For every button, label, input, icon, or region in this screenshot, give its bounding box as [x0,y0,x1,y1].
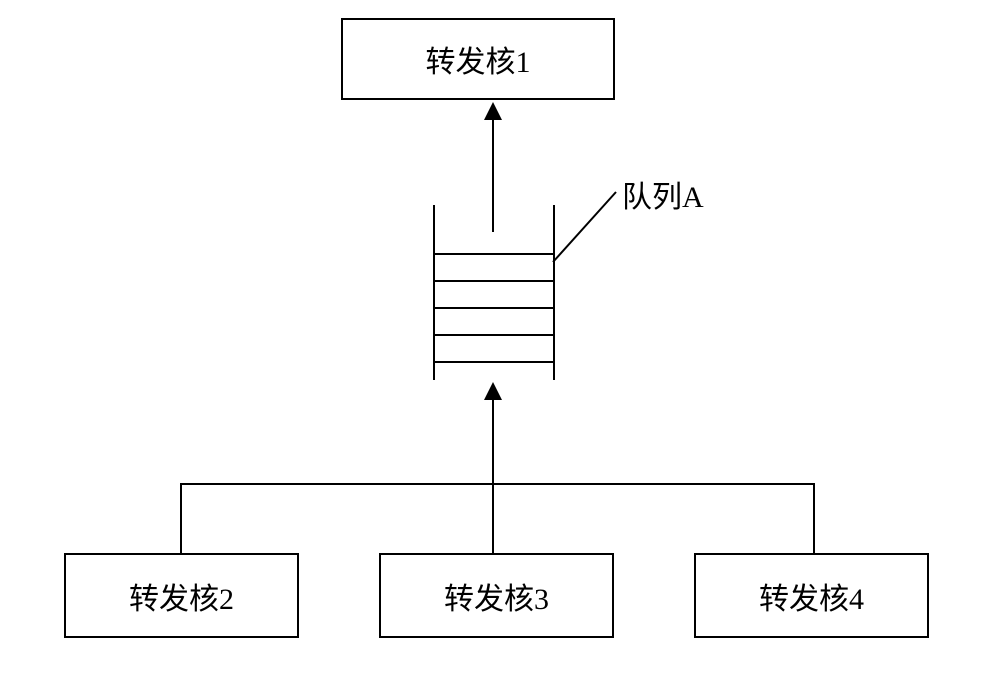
riser-left [180,483,182,553]
arrow-upper-stem [492,118,494,232]
diagram-canvas: 转发核1 队列A 转发核2 转发核3 转发核4 [0,0,1000,687]
riser-mid [492,483,494,553]
node-top: 转发核1 [341,18,615,100]
node-bottom-2: 转发核3 [379,553,614,638]
node-bottom-3: 转发核4 [694,553,929,638]
arrow-lower-head [484,382,502,400]
node-top-label: 转发核1 [426,37,531,81]
queue-slot-1 [433,253,555,282]
queue-slot-2 [433,280,555,309]
arrow-lower-stem [492,398,494,483]
node-bottom-3-label: 转发核4 [759,574,864,618]
node-bottom-2-label: 转发核3 [444,574,549,618]
node-bottom-1-label: 转发核2 [129,574,234,618]
riser-right [813,483,815,553]
queue-slot-4 [433,334,555,363]
arrow-upper-head [484,102,502,120]
connector-hbar [180,483,815,485]
queue-label: 队列A [622,172,704,216]
node-bottom-1: 转发核2 [64,553,299,638]
queue-slot-3 [433,307,555,336]
